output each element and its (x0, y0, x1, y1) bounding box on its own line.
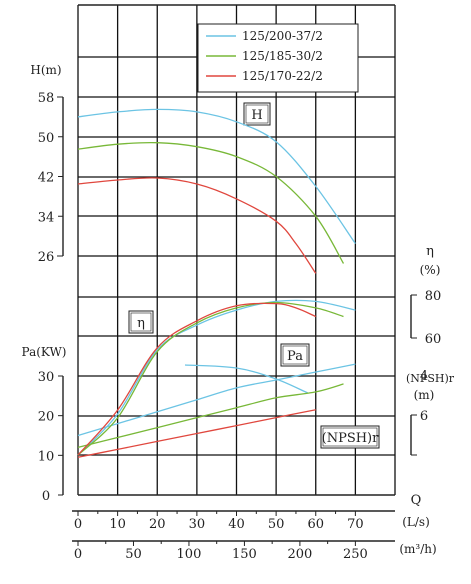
efficiency-axis-unit: (%) (420, 263, 441, 277)
efficiency-tick-label-60: 60 (425, 332, 442, 347)
head-panel-label-box (243, 102, 271, 126)
power-panel-label-box-inner (282, 345, 308, 365)
npsh-panel-label-box (320, 425, 380, 449)
efficiency-axis-label: η (426, 244, 434, 259)
power-tick-label-10: 10 (38, 449, 55, 464)
head-curve-125-200-37-2 (77, 108, 356, 244)
head-curve-125-185-30-2 (77, 141, 345, 264)
npsh-axis-unit: (m) (414, 388, 435, 402)
power-tick-label-0: 0 (42, 489, 50, 504)
npsh-tick-label-4: 4 (420, 369, 428, 384)
head-tick-label-58: 58 (38, 91, 55, 106)
efficiency-panel-label: η (137, 316, 145, 331)
flow-m3h-tick-label-0: 0 (74, 547, 82, 562)
flow-m3h-tick-label-200: 200 (287, 547, 312, 562)
flow-ls-tick-label-70: 70 (347, 517, 364, 532)
head-panel-label: H (251, 108, 262, 123)
flow-m3h-tick-label-250: 250 (343, 547, 368, 562)
head-tick-label-42: 42 (38, 171, 55, 186)
power-panel-label: Pa (287, 349, 303, 364)
flow-ls-axis-unit: (L/s) (402, 515, 430, 529)
flow-ls-tick-label-10: 10 (109, 517, 126, 532)
flow-m3h-tick-label-50: 50 (125, 547, 142, 562)
flow-ls-axis-label: Q (411, 493, 422, 508)
head-panel-label-box-inner (245, 104, 269, 124)
legend-label-1: 125/185-30/2 (242, 49, 323, 63)
head-axis-label: H(m) (30, 63, 61, 77)
head-curve-125-170-22-2 (77, 177, 317, 274)
power-axis-label: Pa(KW) (22, 345, 67, 359)
efficiency-tick-label-80: 80 (425, 289, 442, 304)
head-tick-label-34: 34 (38, 210, 55, 225)
flow-m3h-tick-label-150: 150 (232, 547, 257, 562)
flow-ls-tick-label-50: 50 (268, 517, 285, 532)
flow-ls-tick-label-30: 30 (189, 517, 206, 532)
legend-label-0: 125/200-37/2 (242, 29, 323, 43)
flow-m3h-tick-label-100: 100 (177, 547, 202, 562)
npsh-panel-label: (NPSH)r (322, 431, 380, 446)
power-curve-125-200-37-2 (77, 363, 356, 437)
flow-ls-tick-label-20: 20 (149, 517, 166, 532)
flow-m3h-axis-label: (m³/h) (399, 542, 436, 556)
efficiency-curve-125-185-30-2 (77, 301, 344, 456)
efficiency-curve-125-200-37-2 (77, 299, 356, 456)
head-tick-label-26: 26 (38, 250, 55, 265)
npsh-curve-125-200-37-2 (184, 364, 309, 394)
power-tick-label-30: 30 (38, 370, 55, 385)
power-tick-label-20: 20 (38, 410, 55, 425)
npsh-panel-label-box-inner (322, 427, 378, 447)
efficiency-curve-125-170-22-2 (77, 302, 317, 456)
power-curve-125-170-22-2 (77, 409, 316, 458)
flow-ls-tick-label-60: 60 (307, 517, 324, 532)
power-curve-125-185-30-2 (77, 383, 344, 449)
npsh-axis-label: (NPSH)r (406, 372, 455, 385)
power-panel-label-box (280, 343, 310, 367)
npsh-tick-label-6: 6 (420, 409, 428, 424)
head-tick-label-50: 50 (38, 131, 55, 146)
flow-ls-tick-label-40: 40 (228, 517, 245, 532)
legend-label-2: 125/170-22/2 (242, 69, 323, 83)
flow-ls-tick-label-0: 0 (74, 517, 82, 532)
efficiency-panel-label-box-inner (130, 312, 152, 332)
efficiency-panel-label-box (128, 310, 154, 334)
